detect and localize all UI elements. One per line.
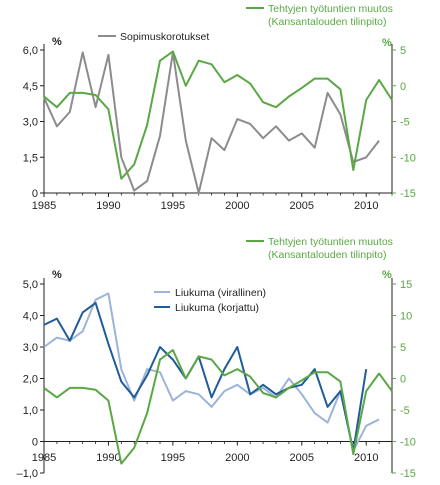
chart1-left-unit-label: % (52, 36, 62, 48)
chart2-right-tick-label: 10 (400, 311, 412, 323)
chart2-x-tick-label: 2010 (354, 452, 378, 464)
chart2-right-tick-label: -15 (400, 468, 416, 480)
chart2-left-tick-label: 2,0 (23, 374, 38, 386)
chart2-x-tick-label: 2005 (290, 452, 314, 464)
chart1-left-tick-label: 3,0 (23, 117, 38, 129)
chart2-x-tick-label: 1995 (161, 452, 185, 464)
chart1-left-tick-label: 6,0 (23, 45, 38, 57)
chart2-right-unit-label: % (382, 269, 392, 281)
chart1-legend-hours-label: (Kansantalouden tilinpito) (268, 16, 387, 28)
chart2-legend-label-2: Liukuma (korjattu) (175, 302, 259, 314)
chart1-right-unit-label: % (382, 37, 392, 49)
chart2-left-tick-label: 0 (32, 437, 38, 449)
chart2-right-tick-label: 15 (400, 279, 412, 291)
chart1-right-tick-label: -5 (400, 117, 410, 129)
chart2-left-tick-label: 1,0 (23, 405, 38, 417)
chart2-left-tick-label: 5,0 (23, 279, 38, 291)
chart1-x-tick-label: 2005 (290, 200, 314, 212)
chart1-x-tick-label: 1985 (32, 200, 56, 212)
chart2-x-tick-label: 1985 (32, 452, 56, 464)
chart1-legend-label-1: Sopimuskorotukset (120, 31, 209, 43)
chart1-left-tick-label: 4,5 (23, 81, 38, 93)
chart1-right-tick-label: 5 (400, 45, 406, 57)
chart2-right-tick-label: -5 (400, 405, 410, 417)
chart2-x-tick-label: 1990 (96, 452, 120, 464)
chart2-legend-label-1: Liukuma (virallinen) (175, 287, 266, 299)
chart1-right-tick-label: -10 (400, 152, 416, 164)
chart2-left-tick-label: –1,0 (17, 468, 38, 480)
chart1-right-tick-label: 0 (400, 81, 406, 93)
chart2-x-tick-label: 2000 (225, 452, 249, 464)
chart2-right-tick-label: -10 (400, 437, 416, 449)
chart2-left-tick-label: 3,0 (23, 342, 38, 354)
chart1-x-tick-label: 2010 (354, 200, 378, 212)
chart1-x-tick-label: 2000 (225, 200, 249, 212)
chart2-series-1-line (43, 292, 380, 452)
chart2-legend-hours-label: Tehtyjen työtuntien muutos (268, 236, 393, 248)
chart1-x-tick-label: 1990 (96, 200, 120, 212)
chart2-left-tick-label: 4,0 (23, 311, 38, 323)
chart1-x-tick-label: 1995 (161, 200, 185, 212)
chart1-left-tick-label: 0 (32, 188, 38, 200)
chart2-right-tick-label: 5 (400, 342, 406, 354)
chart2-left-unit-label: % (52, 269, 62, 281)
chart1-series-2-line (43, 50, 393, 180)
chart2-series-2-line (43, 301, 368, 452)
chart1-series-1-line (43, 51, 380, 194)
chart1-legend-hours-label: Tehtyjen työtuntien muutos (268, 3, 393, 15)
chart1-left-tick-label: 1,5 (23, 152, 38, 164)
chart2-series-3-line (43, 349, 393, 465)
chart2-legend-hours-label: (Kansantalouden tilinpito) (268, 249, 387, 261)
chart2-right-tick-label: 0 (400, 374, 406, 386)
chart1-right-tick-label: -15 (400, 188, 416, 200)
